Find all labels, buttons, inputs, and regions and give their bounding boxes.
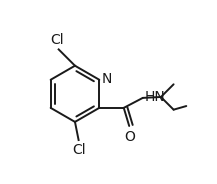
Text: HN: HN (144, 90, 165, 104)
Text: O: O (125, 130, 136, 144)
Text: Cl: Cl (73, 143, 86, 157)
Text: Cl: Cl (50, 33, 64, 47)
Text: N: N (102, 72, 112, 86)
